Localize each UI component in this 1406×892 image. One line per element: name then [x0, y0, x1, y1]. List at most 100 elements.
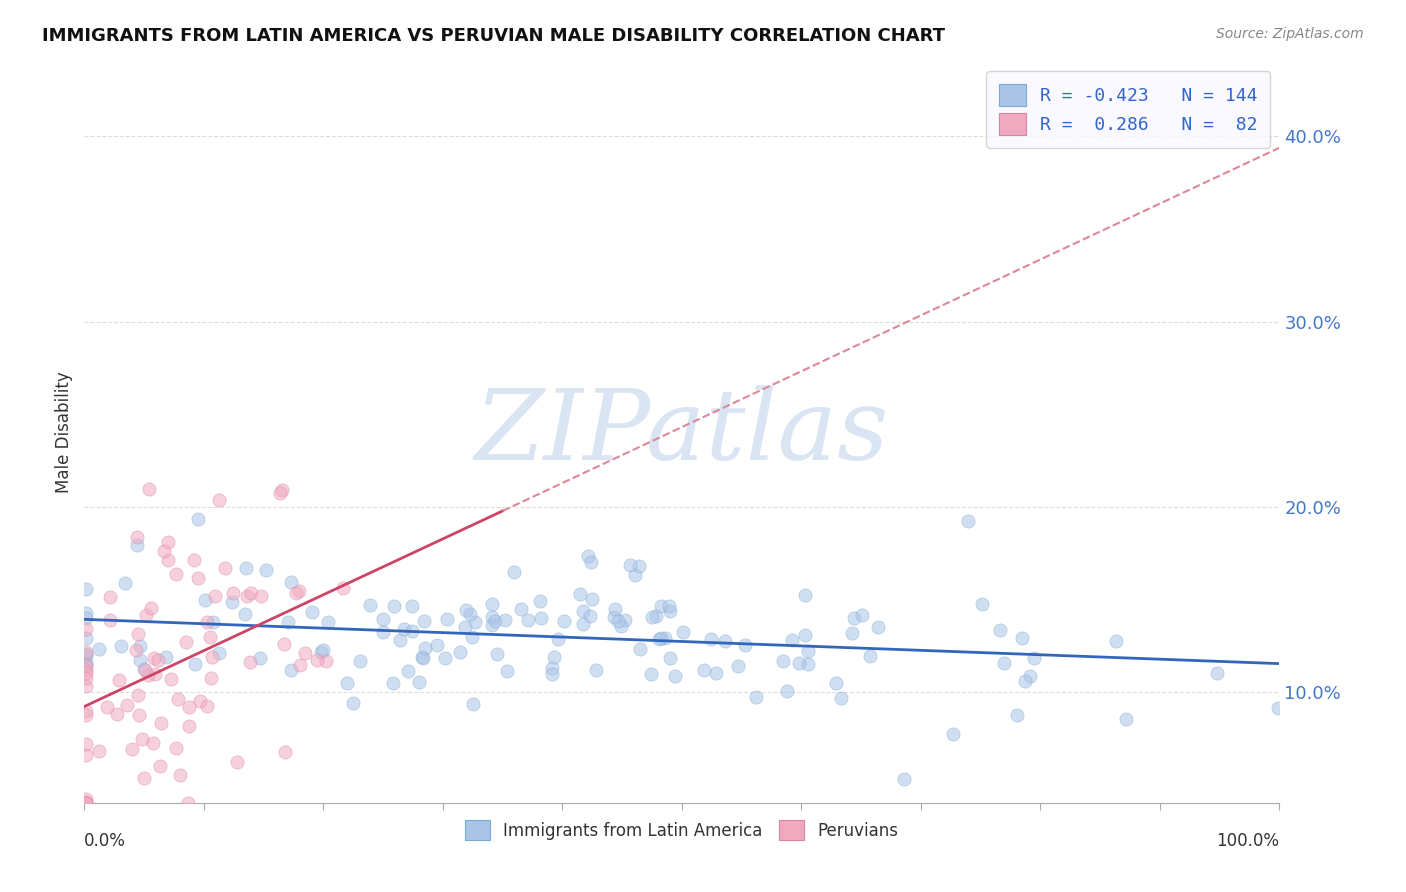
- Point: [75, 792, 97, 806]
- Point: [117, 698, 139, 713]
- Point: [240, 586, 263, 600]
- Point: [540, 661, 562, 675]
- Point: [408, 675, 430, 690]
- Point: [288, 657, 311, 672]
- Point: [75, 622, 97, 636]
- Point: [436, 612, 458, 626]
- Point: [156, 535, 179, 549]
- Point: [125, 530, 148, 544]
- Point: [226, 755, 249, 769]
- Point: [664, 669, 686, 683]
- Point: [893, 772, 915, 787]
- Point: [780, 633, 803, 648]
- Point: [75, 671, 97, 685]
- Point: [1007, 707, 1029, 722]
- Point: [155, 649, 177, 664]
- Point: [124, 643, 146, 657]
- Point: [202, 615, 225, 629]
- Point: [1105, 634, 1128, 648]
- Point: [121, 741, 143, 756]
- Point: [274, 745, 297, 759]
- Point: [396, 664, 419, 678]
- Point: [1011, 632, 1033, 646]
- Point: [75, 747, 97, 762]
- Point: [195, 615, 218, 630]
- Point: [75, 656, 97, 670]
- Point: [794, 589, 817, 603]
- Point: [516, 614, 538, 628]
- Point: [157, 553, 180, 567]
- Point: [285, 586, 308, 600]
- Point: [970, 597, 993, 611]
- Point: [75, 658, 97, 673]
- Point: [159, 672, 181, 686]
- Point: [371, 625, 394, 640]
- Point: [868, 619, 890, 633]
- Point: [221, 595, 243, 609]
- Point: [183, 553, 205, 567]
- Point: [787, 656, 810, 670]
- Point: [132, 661, 155, 675]
- Point: [413, 614, 436, 628]
- Point: [734, 638, 756, 652]
- Point: [572, 617, 595, 632]
- Point: [75, 707, 97, 722]
- Point: [1115, 712, 1137, 726]
- Point: [134, 663, 156, 677]
- Point: [149, 716, 172, 731]
- Point: [176, 796, 198, 810]
- Point: [233, 607, 256, 622]
- Point: [650, 599, 672, 613]
- Point: [484, 614, 506, 628]
- Point: [204, 589, 226, 603]
- Point: [177, 699, 200, 714]
- Point: [993, 656, 1015, 670]
- Point: [188, 694, 211, 708]
- Point: [342, 696, 364, 710]
- Point: [75, 664, 97, 678]
- Point: [280, 663, 302, 677]
- Point: [859, 648, 882, 663]
- Point: [464, 615, 486, 630]
- Point: [382, 676, 405, 690]
- Point: [75, 582, 97, 597]
- Point: [129, 639, 152, 653]
- Point: [797, 657, 820, 671]
- Point: [956, 514, 979, 528]
- Point: [288, 583, 311, 598]
- Point: [645, 609, 668, 624]
- Point: [1267, 701, 1289, 715]
- Point: [576, 549, 599, 563]
- Point: [571, 604, 593, 618]
- Point: [270, 483, 292, 497]
- Point: [412, 651, 434, 665]
- Point: [75, 631, 97, 645]
- Point: [453, 620, 475, 634]
- Point: [700, 632, 723, 646]
- Point: [277, 615, 299, 629]
- Point: [75, 705, 97, 719]
- Point: [98, 613, 121, 627]
- Point: [179, 719, 201, 733]
- Point: [384, 599, 406, 613]
- Point: [169, 768, 191, 782]
- Point: [619, 558, 641, 573]
- Point: [98, 591, 121, 605]
- Point: [87, 744, 110, 758]
- Point: [842, 611, 865, 625]
- Point: [640, 667, 662, 681]
- Point: [315, 654, 337, 668]
- Point: [794, 628, 817, 642]
- Point: [269, 486, 291, 500]
- Point: [305, 653, 328, 667]
- Point: [125, 538, 148, 552]
- Point: [249, 589, 271, 603]
- Point: [585, 663, 607, 677]
- Point: [143, 667, 166, 681]
- Point: [143, 650, 166, 665]
- Point: [641, 609, 664, 624]
- Point: [458, 607, 481, 621]
- Point: [359, 598, 381, 612]
- Point: [294, 646, 316, 660]
- Point: [704, 665, 727, 680]
